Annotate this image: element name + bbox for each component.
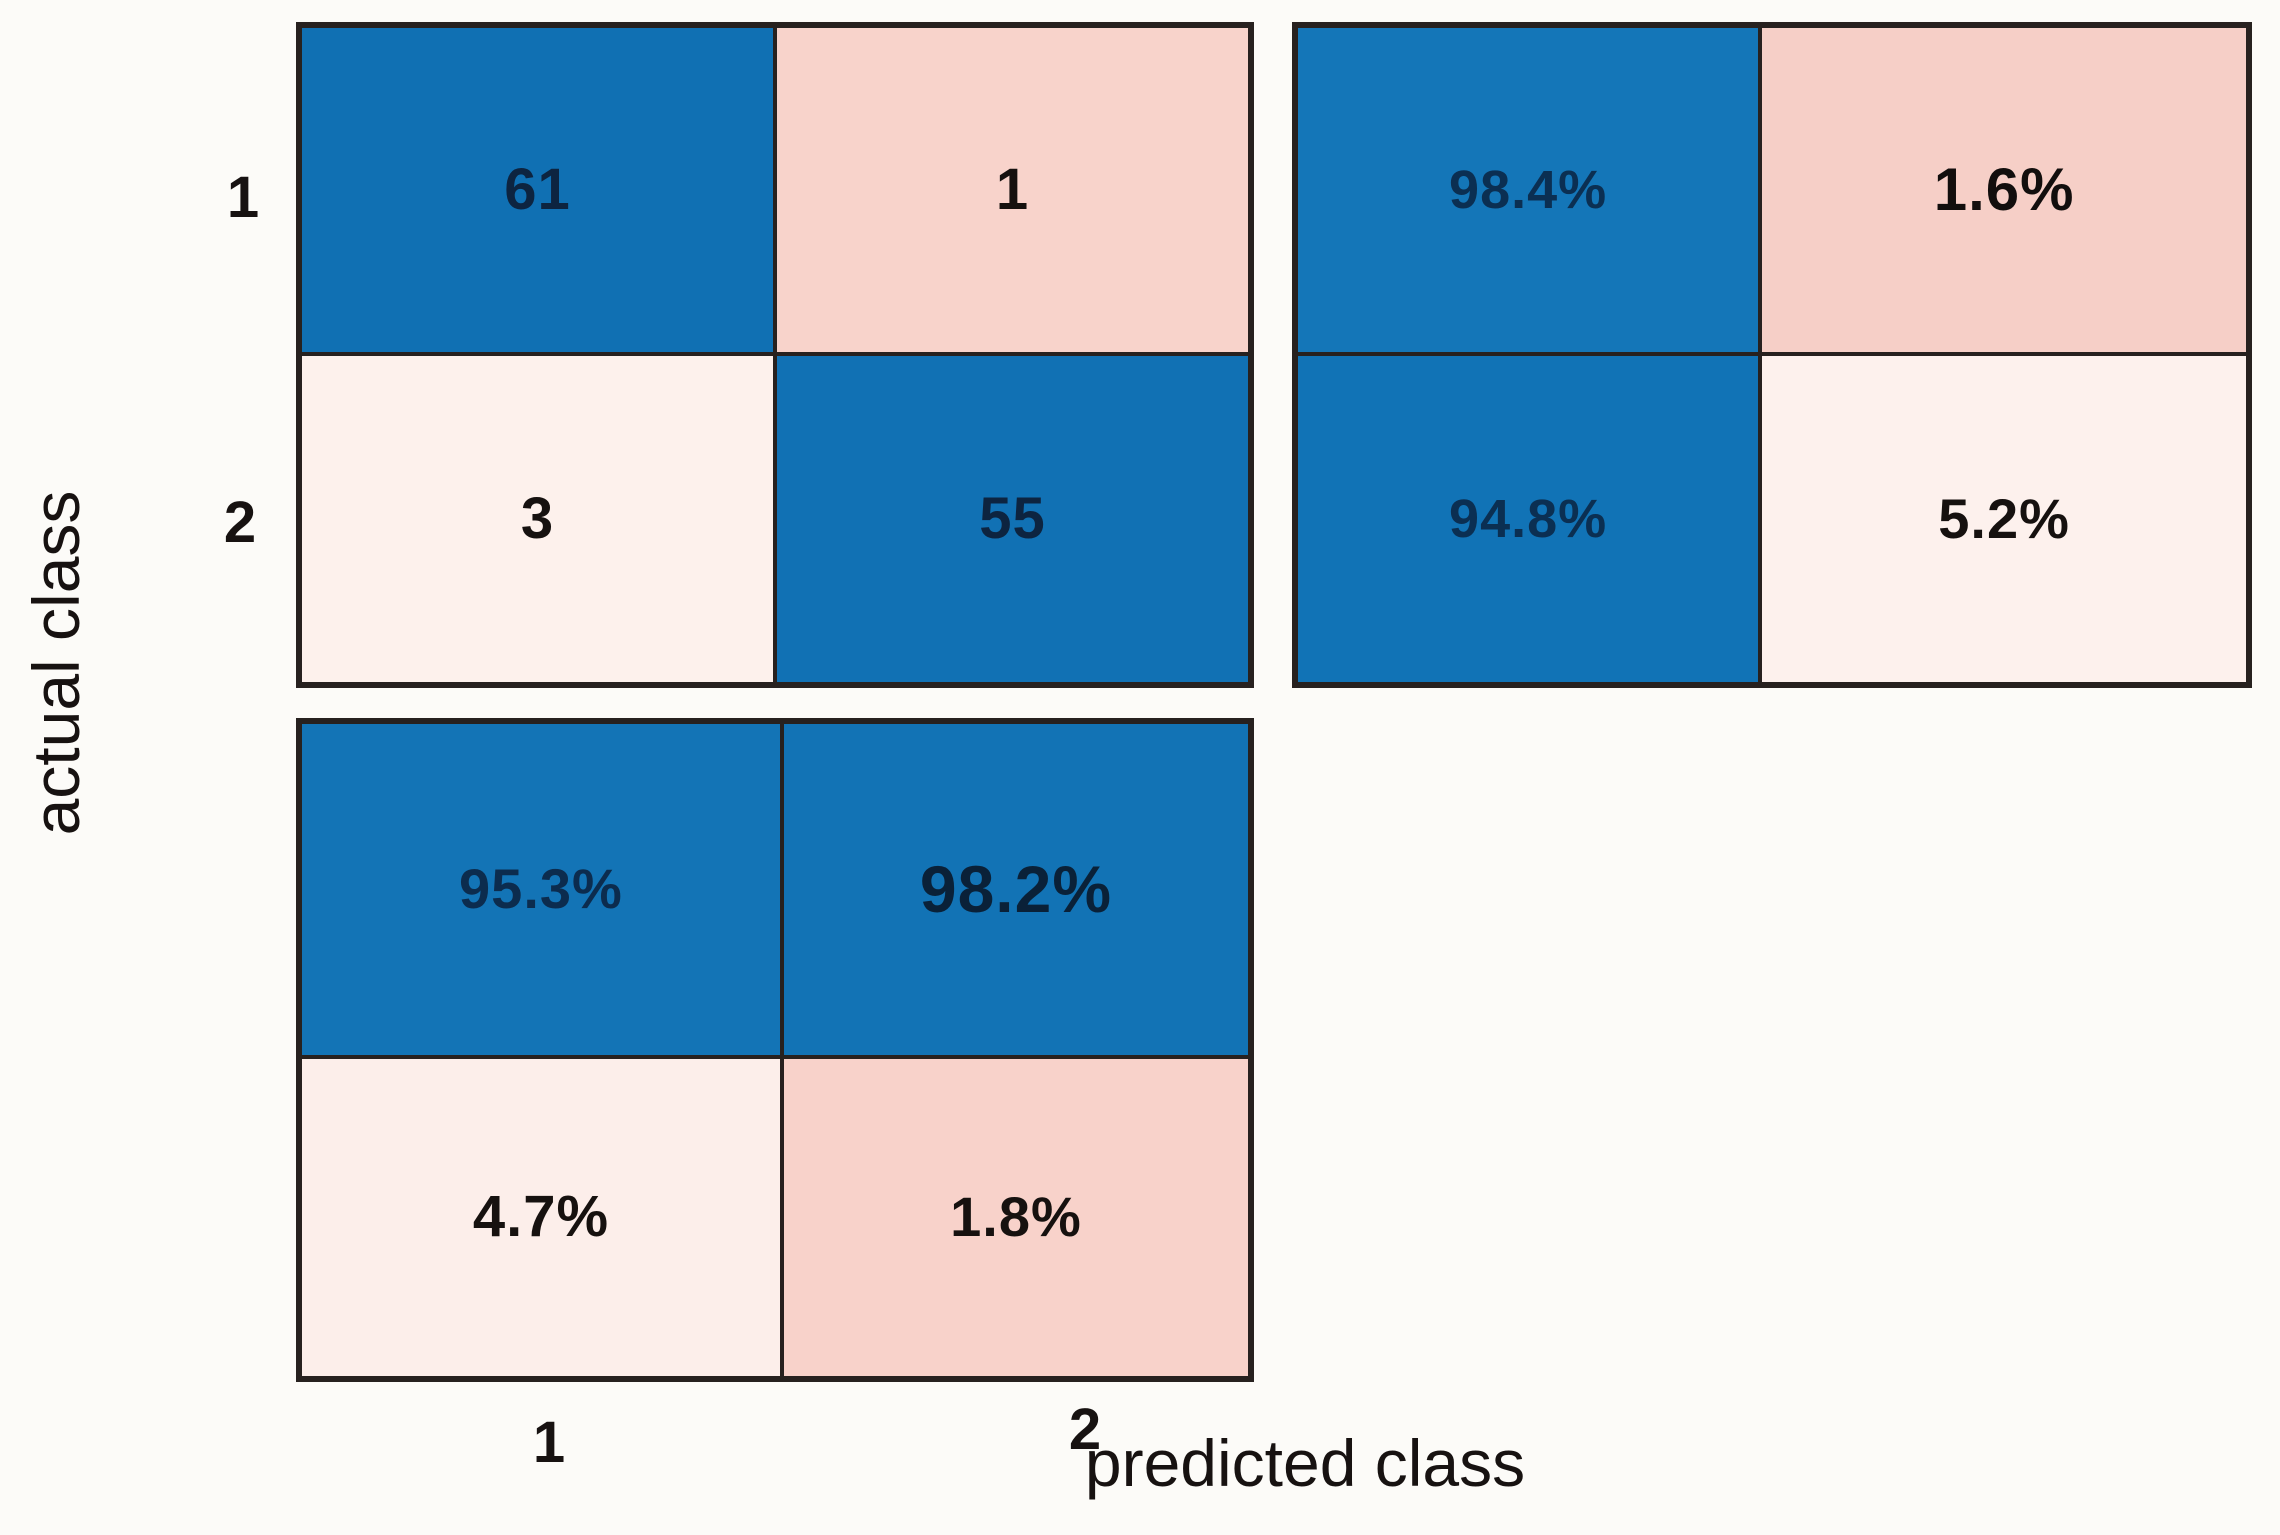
- counts-cell-r2c2: 55: [777, 356, 1248, 682]
- counts-matrix-panel: 61 1 3 55: [296, 22, 1254, 688]
- x-tick-col-1: 1: [532, 1410, 566, 1475]
- y-axis-label: actual class: [19, 490, 93, 836]
- x-tick-col-2: 2: [1068, 1397, 1102, 1462]
- counts-cell-r1c1: 61: [302, 28, 773, 353]
- column-summary-cell-r1c1: 95.3%: [302, 724, 780, 1055]
- x-axis-label: predicted class: [1084, 1426, 1526, 1500]
- row-summary-cell-r2c2: 5.2%: [1762, 356, 2246, 682]
- column-summary-cell-r2c2: 1.8%: [783, 1058, 1248, 1376]
- y-tick-row-1: 1: [226, 165, 260, 230]
- column-summary-panel: 95.3% 98.2% 4.7% 1.8%: [296, 718, 1254, 1382]
- column-summary-cell-r1c2: 98.2%: [783, 724, 1248, 1055]
- row-summary-cell-r2c1: 94.8%: [1298, 356, 1759, 682]
- column-summary-cell-r2c1: 4.7%: [302, 1058, 780, 1376]
- counts-cell-r2c1: 3: [302, 356, 773, 682]
- row-summary-cell-r1c2: 1.6%: [1762, 28, 2246, 353]
- row-summary-cell-r1c1: 98.4%: [1298, 28, 1759, 353]
- counts-cell-r1c2: 1: [777, 28, 1248, 353]
- row-summary-panel: 98.4% 1.6% 94.8% 5.2%: [1292, 22, 2252, 688]
- y-tick-row-2: 2: [223, 490, 257, 555]
